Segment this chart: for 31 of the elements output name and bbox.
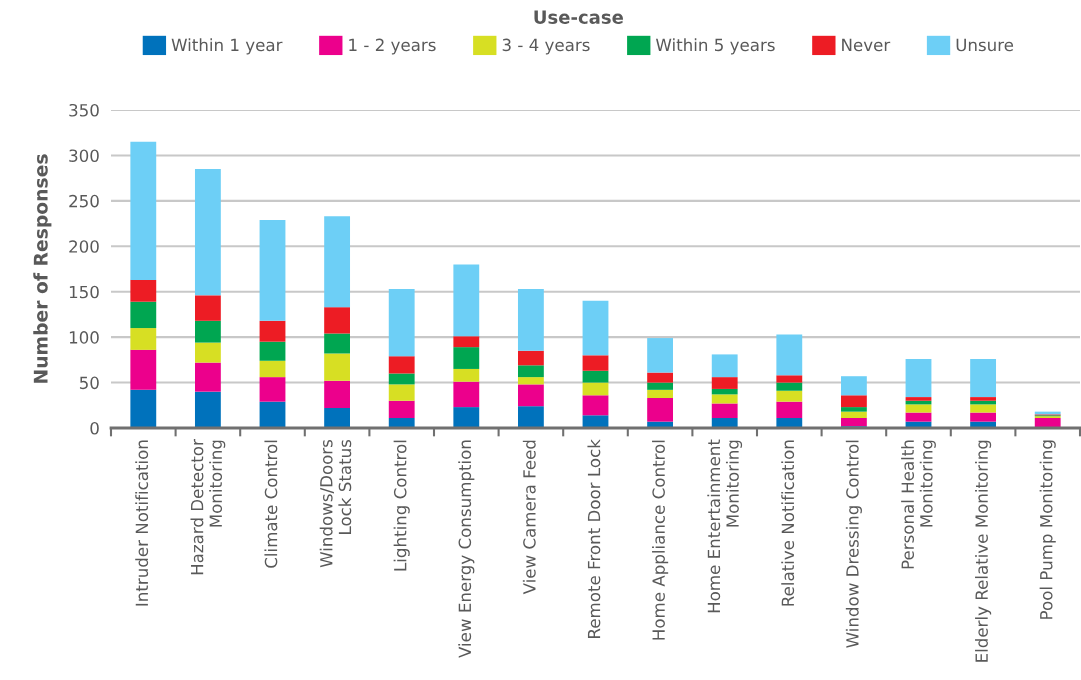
legend-label: 1 - 2 years [349, 38, 436, 55]
x-tick-label: Hazard Detector Monitoring [190, 439, 226, 575]
y-tick-label: 250 [69, 194, 99, 208]
legend-label: Within 5 years [655, 38, 775, 55]
legend-title: Use-case [534, 10, 623, 24]
x-tick-label: Home Appliance Control [652, 440, 669, 640]
x-tick-label: Window Dressing Control [845, 440, 862, 648]
x-tick-label: Intruder Notification [135, 440, 149, 606]
y-tick-label: 150 [69, 285, 99, 299]
y-tick-label: 0 [90, 421, 99, 435]
x-tick-label: Climate Control [264, 440, 278, 568]
x-tick-label: Personal Health Monitoring [901, 440, 936, 569]
legend-label: Within 1 year [171, 38, 283, 55]
legend-label: 3 - 4 years [502, 38, 590, 55]
y-tick-label: 100 [69, 331, 99, 344]
x-tick-label: Lighting Control [393, 440, 410, 571]
y-axis-title: Number of Responses [33, 154, 52, 383]
y-tick-label: 200 [69, 240, 99, 253]
y-tick-label: 50 [79, 376, 99, 390]
y-tick-label: 300 [69, 149, 99, 162]
x-tick-label: View Energy Consumption [458, 440, 475, 658]
y-tick-label: 350 [69, 103, 99, 117]
x-tick-label: View Camera Feed [522, 440, 536, 595]
x-tick-label: Elderly Relative Monitoring [975, 440, 992, 662]
x-tick-label: Pool Pump Monitoring [1039, 440, 1056, 619]
x-tick-label: Remote Front Door Lock [587, 439, 601, 638]
x-tick-label: Windows/Doors Lock Status [319, 439, 352, 568]
legend-label: Unsure [956, 38, 1014, 52]
legend-label: Never [842, 38, 891, 52]
x-tick-label: Home Entertainment Monitoring [707, 439, 743, 613]
x-tick-label: Relative Notification [781, 440, 795, 606]
